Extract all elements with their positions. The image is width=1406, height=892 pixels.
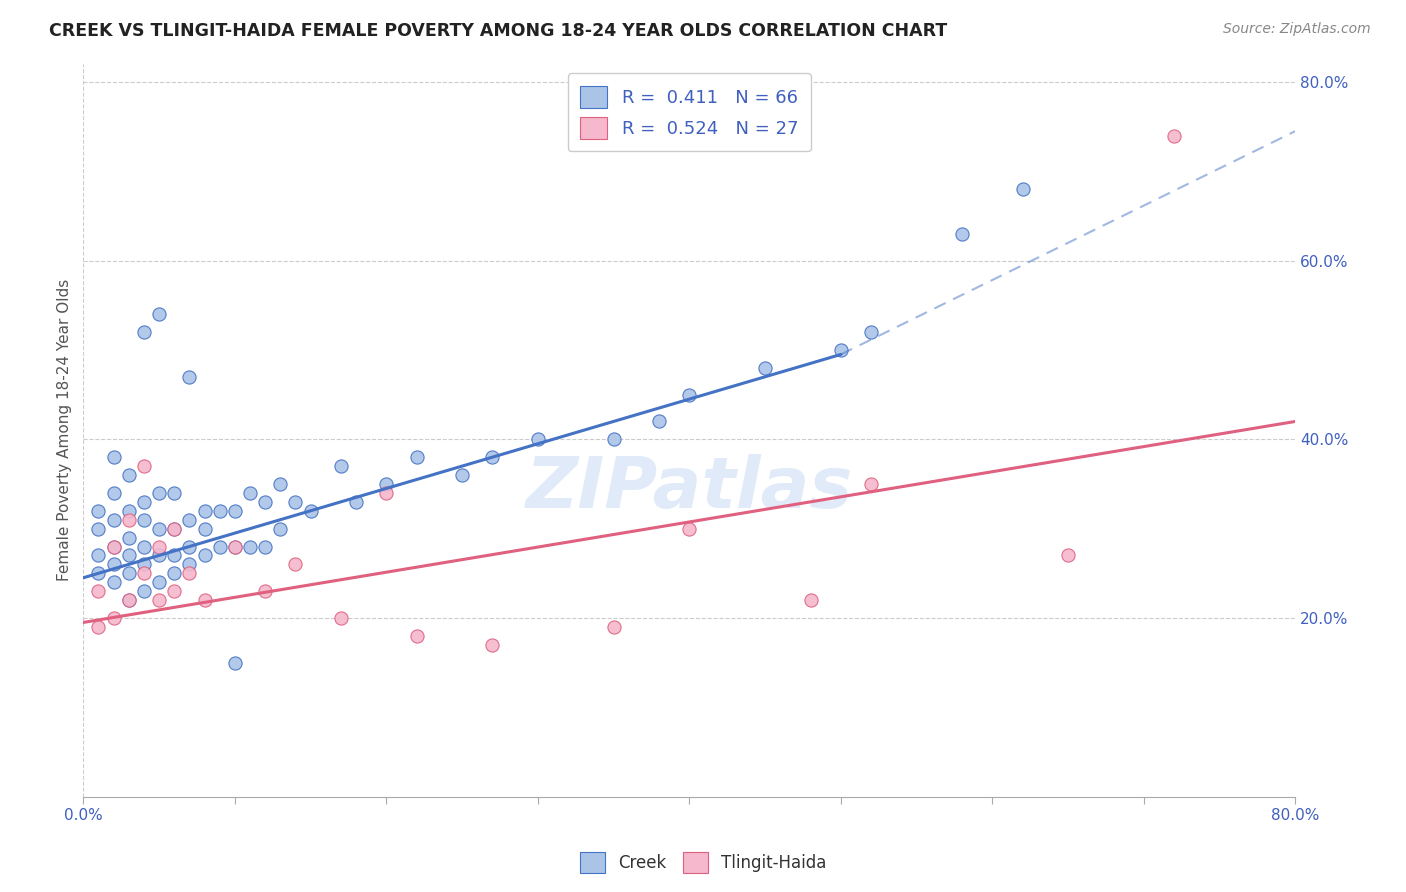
Legend: Creek, Tlingit-Haida: Creek, Tlingit-Haida <box>572 846 834 880</box>
Point <box>193 593 215 607</box>
Point <box>118 513 141 527</box>
Point <box>224 540 246 554</box>
Point <box>1163 128 1185 143</box>
Point <box>118 468 141 483</box>
Point <box>375 486 398 500</box>
Point <box>132 325 155 339</box>
Y-axis label: Female Poverty Among 18-24 Year Olds: Female Poverty Among 18-24 Year Olds <box>58 279 72 582</box>
Point <box>103 513 125 527</box>
Point <box>1011 182 1033 196</box>
Point <box>103 540 125 554</box>
Point <box>481 450 503 465</box>
Point <box>405 629 427 643</box>
Point <box>87 522 110 536</box>
Point <box>132 584 155 599</box>
Point <box>132 459 155 474</box>
Point <box>269 477 291 491</box>
Point <box>179 540 201 554</box>
Point <box>87 549 110 563</box>
Point <box>254 540 277 554</box>
Point <box>132 566 155 581</box>
Point <box>254 584 277 599</box>
Point <box>193 549 215 563</box>
Point <box>163 522 186 536</box>
Point <box>602 620 624 634</box>
Point <box>148 593 170 607</box>
Point <box>481 638 503 652</box>
Point <box>269 522 291 536</box>
Point <box>103 611 125 625</box>
Point <box>148 307 170 321</box>
Point <box>179 558 201 572</box>
Point <box>208 504 231 518</box>
Point <box>860 325 883 339</box>
Point <box>87 584 110 599</box>
Point <box>800 593 823 607</box>
Point <box>179 513 201 527</box>
Point <box>103 558 125 572</box>
Point <box>179 566 201 581</box>
Point <box>179 369 201 384</box>
Point <box>118 531 141 545</box>
Point <box>148 575 170 590</box>
Point <box>754 360 776 375</box>
Point <box>148 522 170 536</box>
Point <box>208 540 231 554</box>
Point <box>830 343 852 357</box>
Point <box>87 566 110 581</box>
Point <box>224 504 246 518</box>
Point <box>118 593 141 607</box>
Text: Source: ZipAtlas.com: Source: ZipAtlas.com <box>1223 22 1371 37</box>
Point <box>284 495 307 509</box>
Point <box>103 486 125 500</box>
Point <box>602 432 624 446</box>
Point <box>375 477 398 491</box>
Point <box>132 495 155 509</box>
Point <box>87 504 110 518</box>
Point <box>678 387 700 401</box>
Point <box>284 558 307 572</box>
Point <box>193 504 215 518</box>
Point <box>87 620 110 634</box>
Point <box>163 549 186 563</box>
Point <box>163 522 186 536</box>
Point <box>451 468 474 483</box>
Point <box>148 540 170 554</box>
Point <box>239 540 262 554</box>
Point <box>103 540 125 554</box>
Point <box>329 459 352 474</box>
Point <box>193 522 215 536</box>
Point <box>163 584 186 599</box>
Point <box>344 495 367 509</box>
Point <box>299 504 322 518</box>
Text: ZIPatlas: ZIPatlas <box>526 455 853 524</box>
Point <box>103 450 125 465</box>
Point <box>239 486 262 500</box>
Point <box>163 486 186 500</box>
Point <box>329 611 352 625</box>
Legend: R =  0.411   N = 66, R =  0.524   N = 27: R = 0.411 N = 66, R = 0.524 N = 27 <box>568 73 811 152</box>
Point <box>860 477 883 491</box>
Point <box>678 522 700 536</box>
Point <box>118 566 141 581</box>
Point <box>163 566 186 581</box>
Point <box>132 513 155 527</box>
Point <box>148 549 170 563</box>
Point <box>132 540 155 554</box>
Point <box>148 486 170 500</box>
Point <box>950 227 973 241</box>
Point <box>118 549 141 563</box>
Point <box>118 504 141 518</box>
Point <box>1057 549 1080 563</box>
Point <box>103 575 125 590</box>
Point <box>224 656 246 670</box>
Point <box>224 540 246 554</box>
Point <box>118 593 141 607</box>
Point <box>254 495 277 509</box>
Point <box>405 450 427 465</box>
Point <box>132 558 155 572</box>
Text: CREEK VS TLINGIT-HAIDA FEMALE POVERTY AMONG 18-24 YEAR OLDS CORRELATION CHART: CREEK VS TLINGIT-HAIDA FEMALE POVERTY AM… <box>49 22 948 40</box>
Point <box>648 414 671 428</box>
Point <box>527 432 550 446</box>
